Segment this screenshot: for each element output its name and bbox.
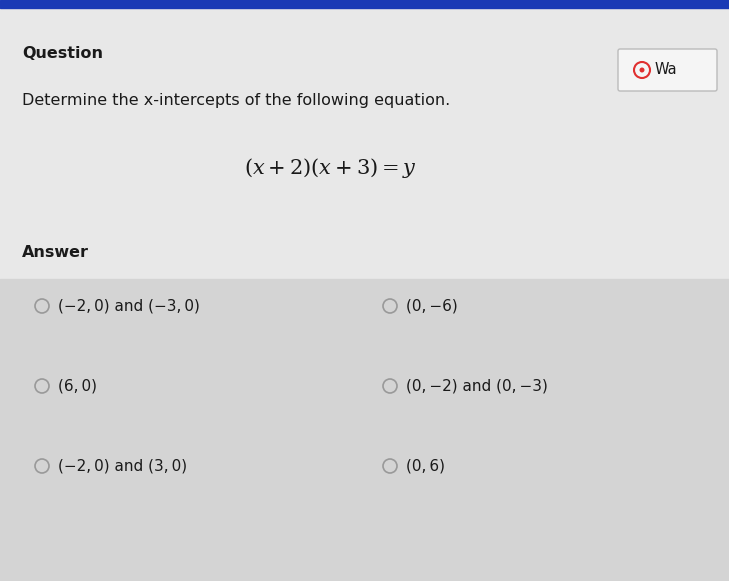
Text: Question: Question [22,46,103,61]
Text: (0, −2) and (0, −3): (0, −2) and (0, −3) [406,378,548,393]
Circle shape [639,67,644,73]
Text: (0, 6): (0, 6) [406,458,445,474]
Text: Determine the x-intercepts of the following equation.: Determine the x-intercepts of the follow… [22,93,451,108]
Text: (−2, 0) and (−3, 0): (−2, 0) and (−3, 0) [58,299,200,314]
Text: (6, 0): (6, 0) [58,378,97,393]
Bar [0,279,729,581]
FancyBboxPatch shape [618,49,717,91]
Text: (−2, 0) and (3, 0): (−2, 0) and (3, 0) [58,458,187,474]
Text: Answer: Answer [22,245,89,260]
Text: $(x+2)(x+3)=y$: $(x+2)(x+3)=y$ [243,156,416,180]
Text: Wa: Wa [655,63,678,77]
Bar [0,0,729,8]
Text: (0, −6): (0, −6) [406,299,458,314]
